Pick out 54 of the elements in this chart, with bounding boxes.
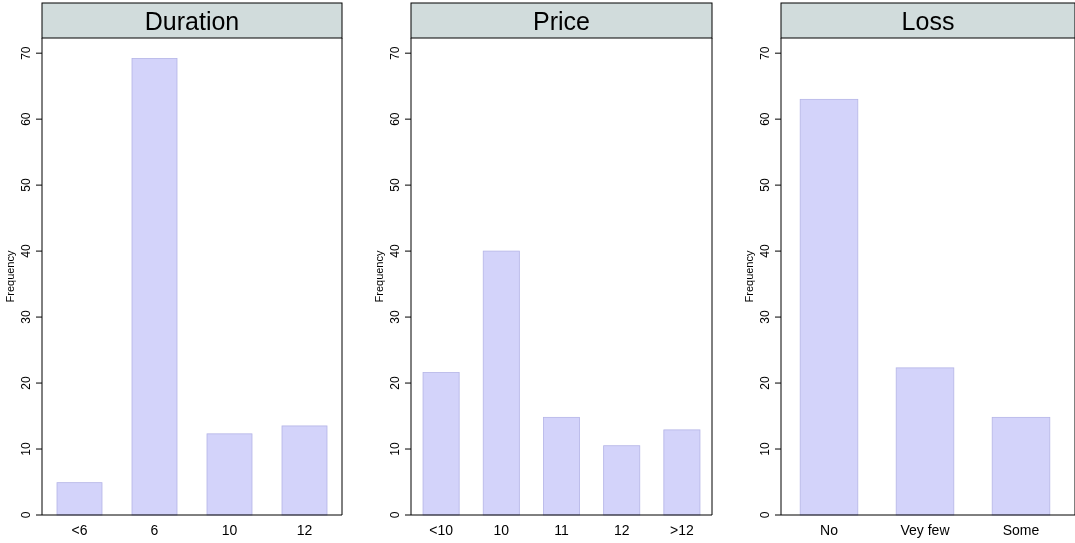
x-tick-label: 11: [554, 522, 569, 538]
bar: [991, 416, 1051, 516]
chart-title: Duration: [144, 6, 240, 35]
bar: [543, 416, 580, 516]
bar: [603, 445, 641, 516]
y-axis-title: Frequency: [4, 250, 16, 303]
bar: [131, 58, 178, 516]
x-tick-label: Vey few: [900, 522, 951, 538]
y-tick-label: 0: [19, 511, 33, 519]
bar: [281, 425, 328, 516]
y-tick-label: 60: [388, 112, 402, 126]
bar: [422, 372, 460, 516]
y-tick-label: 10: [758, 442, 772, 456]
bar: [206, 433, 253, 516]
bar: [895, 367, 955, 516]
x-tick-label: Some: [1002, 522, 1040, 538]
x-tick-label: 12: [613, 522, 630, 538]
y-tick-label: 20: [758, 376, 772, 390]
x-tick-label: >12: [670, 522, 694, 538]
y-tick-label: 50: [758, 178, 772, 192]
y-tick-label: 10: [388, 442, 402, 456]
bar: [663, 429, 701, 516]
y-tick-label: 70: [388, 46, 402, 60]
y-axis-title: Frequency: [373, 250, 385, 303]
y-tick-label: 30: [388, 310, 402, 324]
y-tick-label: 70: [19, 46, 33, 60]
x-tick-label: 6: [150, 522, 159, 538]
x-tick-label: No: [820, 522, 839, 538]
chart-title: Loss: [901, 6, 955, 35]
y-tick-label: 10: [19, 442, 33, 456]
y-tick-label: 70: [758, 46, 772, 60]
y-tick-label: 30: [758, 310, 772, 324]
bar: [482, 250, 520, 516]
x-tick-label: 12: [296, 522, 313, 538]
x-tick-label: 10: [493, 522, 510, 538]
y-tick-label: 50: [388, 178, 402, 192]
y-tick-label: 50: [19, 178, 33, 192]
x-tick-label: 10: [221, 522, 238, 538]
y-tick-label: 30: [19, 310, 33, 324]
y-tick-label: 60: [758, 112, 772, 126]
y-axis-title: Frequency: [743, 250, 755, 303]
y-tick-label: 20: [388, 376, 402, 390]
y-tick-label: 60: [19, 112, 33, 126]
bar: [56, 482, 103, 516]
y-tick-label: 20: [19, 376, 33, 390]
y-tick-label: 0: [758, 511, 772, 519]
y-tick-label: 40: [19, 244, 33, 258]
y-tick-label: 40: [388, 244, 402, 258]
x-tick-label: <6: [71, 522, 88, 538]
x-tick-label: <10: [429, 522, 454, 538]
bar: [799, 98, 859, 516]
y-tick-label: 40: [758, 244, 772, 258]
chart-title: Price: [533, 6, 590, 35]
y-tick-label: 0: [388, 511, 402, 519]
